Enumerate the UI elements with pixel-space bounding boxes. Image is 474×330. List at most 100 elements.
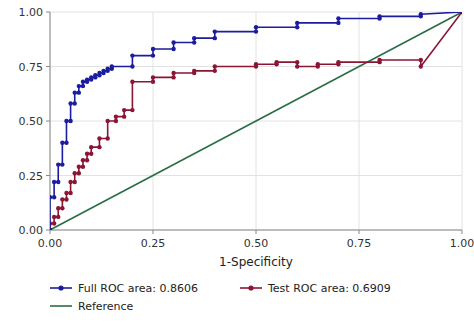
x-tick — [50, 230, 51, 234]
y-tick-label: 0.25 — [19, 170, 44, 183]
chart: 0.000.250.500.751.000.000.250.500.751.00… — [0, 0, 474, 330]
series-point — [89, 145, 93, 149]
series-point — [85, 158, 89, 162]
x-axis-label: 1-Specificity — [219, 255, 293, 269]
y-tick-label: 0.50 — [19, 115, 44, 128]
y-tick — [46, 12, 50, 13]
series-point — [192, 36, 196, 40]
axes: 0.000.250.500.751.000.000.250.500.751.00 — [19, 6, 474, 250]
series-point — [336, 60, 340, 64]
series-point — [77, 84, 81, 88]
series-point — [130, 108, 134, 112]
series-point — [68, 101, 72, 105]
y-tick-label: 0.00 — [19, 224, 44, 237]
series-point — [52, 195, 56, 199]
series-point — [73, 180, 77, 184]
series-point — [60, 141, 64, 145]
series-point — [419, 64, 423, 68]
series-point — [171, 71, 175, 75]
series-point — [89, 152, 93, 156]
series-point — [50, 228, 52, 230]
series-point — [336, 16, 340, 20]
series-point — [81, 158, 85, 162]
series-point — [68, 119, 72, 123]
series-point — [52, 221, 56, 225]
series-line — [50, 12, 462, 230]
y-tick — [46, 66, 50, 67]
series-point — [77, 90, 81, 94]
series-point — [122, 108, 126, 112]
x-tick-label: 0.75 — [347, 237, 372, 250]
series — [50, 12, 462, 230]
series-point — [213, 69, 217, 73]
x-tick — [153, 230, 154, 234]
series-point — [60, 197, 64, 201]
series-point — [73, 171, 77, 175]
series-point — [60, 206, 64, 210]
series-point — [460, 12, 462, 14]
series-point — [110, 64, 114, 68]
series-point — [56, 206, 60, 210]
y-tick — [46, 230, 50, 231]
y-tick — [46, 121, 50, 122]
y-tick — [46, 175, 50, 176]
x-tick — [359, 230, 360, 234]
series-point — [60, 162, 64, 166]
x-tick-label: 0.00 — [38, 237, 63, 250]
series-point — [97, 71, 101, 75]
series-point — [213, 29, 217, 33]
series-point — [130, 53, 134, 57]
series-point — [68, 180, 72, 184]
legend-label: Full ROC area: 0.8606 — [78, 282, 198, 295]
series-point — [81, 165, 85, 169]
series-point — [295, 64, 299, 68]
series — [50, 12, 462, 230]
y-tick-label: 0.75 — [19, 61, 44, 74]
series-point — [64, 119, 68, 123]
series-point — [460, 12, 462, 14]
series-point — [419, 58, 423, 62]
legend: Full ROC area: 0.8606 Test ROC area: 0.69… — [50, 282, 391, 313]
grid — [50, 12, 462, 230]
series-point — [77, 165, 81, 169]
series — [50, 12, 462, 230]
x-tick-label: 0.50 — [244, 237, 269, 250]
series-point — [50, 228, 52, 230]
x-tick-label: 1.00 — [450, 237, 474, 250]
series-point — [274, 60, 278, 64]
series-point — [73, 90, 77, 94]
x-tick — [462, 230, 463, 234]
series-point — [130, 80, 134, 84]
series-line — [50, 12, 462, 230]
series-point — [101, 69, 105, 73]
legend-label: Reference — [78, 300, 134, 313]
series-point — [171, 47, 175, 51]
series-point — [213, 36, 217, 40]
series-point — [151, 80, 155, 84]
series-point — [105, 66, 109, 70]
series-point — [52, 215, 56, 219]
plot-area — [50, 12, 462, 230]
series-point — [171, 40, 175, 44]
y-tick-label: 1.00 — [19, 6, 44, 19]
series-point — [254, 29, 258, 33]
series-point — [105, 119, 109, 123]
series-point — [419, 12, 423, 16]
series-point — [192, 69, 196, 73]
series-point — [122, 114, 126, 118]
series-point — [81, 80, 85, 84]
series-point — [64, 141, 68, 145]
series-point — [295, 60, 299, 64]
series-point — [295, 21, 299, 25]
series-point — [254, 62, 258, 66]
series-point — [97, 136, 101, 140]
series-point — [105, 136, 109, 140]
series-point — [68, 191, 72, 195]
series-point — [213, 64, 217, 68]
legend-label: Test ROC area: 0.6909 — [267, 282, 391, 295]
series-point — [192, 40, 196, 44]
series-point — [130, 64, 134, 68]
series-point — [171, 75, 175, 79]
series-point — [295, 25, 299, 29]
series-point — [56, 215, 60, 219]
